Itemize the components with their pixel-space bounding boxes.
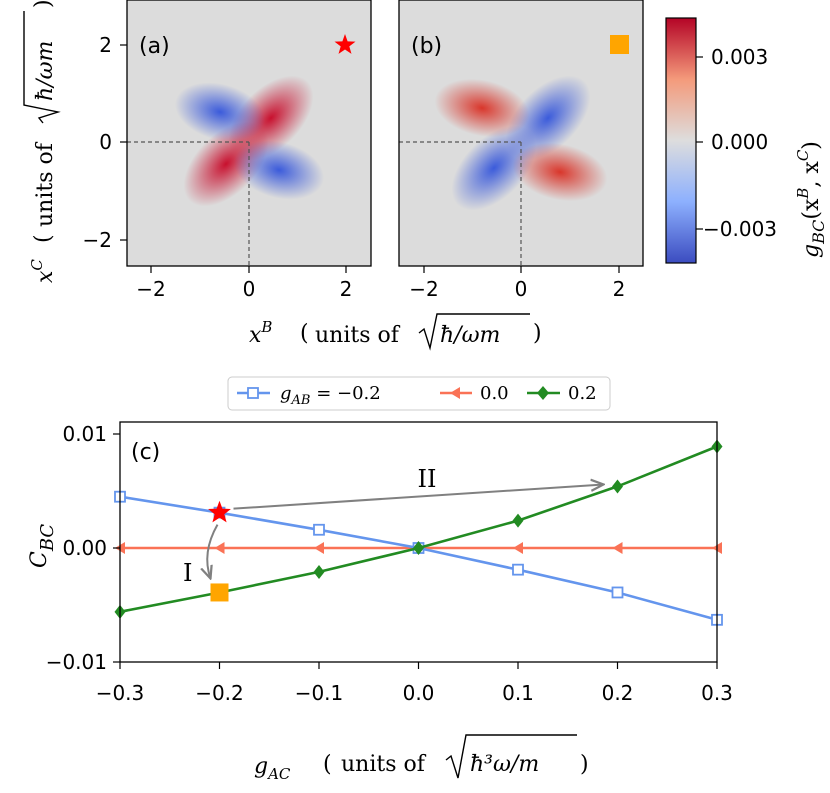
svg-text:gAC: gAC <box>254 754 291 783</box>
colorbar-tick-pos: 0.003 <box>711 45 768 69</box>
svg-text:): ) <box>580 752 589 777</box>
series-2-point-2 <box>313 564 325 579</box>
heatmap-b-neg-lobe-lower <box>451 125 537 211</box>
x-tick-a-neg2: −2 <box>136 277 165 301</box>
svg-text:xB: xB <box>249 318 272 348</box>
annotation-II: II <box>418 465 437 493</box>
heatmap-panel-a: (a) <box>126 0 372 267</box>
svg-text:gAB = −0.2: gAB = −0.2 <box>280 383 381 408</box>
x-tick-c-0: −0.3 <box>96 681 145 705</box>
panel-c-x-axis-label: gAC ( units of ħ³ω/m ) <box>254 734 589 783</box>
svg-text:units of: units of <box>341 752 427 777</box>
heatmap-a-pos-lobe-lower <box>183 121 269 207</box>
y-tick-c-0: 0.01 <box>62 422 107 446</box>
heatmap-b-pos-lobe-upper <box>434 78 530 138</box>
heatmap-a-neg-lobe-upper <box>174 82 266 142</box>
y-tick-top-neg2: −2 <box>83 228 112 252</box>
x-tick-c-5: 0.2 <box>602 681 634 705</box>
heatmap-a-blobs <box>174 75 325 207</box>
colorbar-label: gBC(xB, xC) <box>794 141 828 258</box>
arrow-I <box>207 524 219 579</box>
svg-text:(: ( <box>31 234 56 243</box>
heatmap-b-pos-lobe-lower <box>512 142 608 202</box>
svg-text:ħ/ωm: ħ/ωm <box>440 323 500 348</box>
svg-text:0.0: 0.0 <box>480 383 509 404</box>
top-x-axis-label: xB ( units of ħ/ωm ) <box>249 313 542 351</box>
series-1-point-2 <box>314 542 324 554</box>
series-1-point-4 <box>513 542 523 554</box>
svg-text:ħ³ω/m: ħ³ω/m <box>470 752 539 777</box>
legend: gAB = −0.2 0.0 0.2 <box>227 376 611 411</box>
x-tick-b-0: 0 <box>515 277 528 301</box>
svg-text:gBC(xB, xC): gBC(xB, xC) <box>794 141 828 258</box>
square-marker-b <box>610 35 629 54</box>
arrow-II <box>233 484 604 510</box>
x-tick-b-2: 2 <box>613 277 626 301</box>
x-tick-c-4: 0.1 <box>502 681 534 705</box>
x-tick-a-0: 0 <box>243 277 256 301</box>
series-1-point-5 <box>612 542 623 554</box>
svg-text:): ) <box>31 0 56 8</box>
panel-c-annotations: III <box>183 465 604 602</box>
x-tick-c-2: −0.1 <box>295 681 344 705</box>
svg-text:(: ( <box>300 321 309 346</box>
svg-text:ħ/ωm: ħ/ωm <box>33 41 58 101</box>
colorbar-tick-zero: 0.000 <box>711 130 768 154</box>
panel-b-label: (b) <box>411 34 442 59</box>
svg-text:): ) <box>533 321 542 346</box>
svg-text:(: ( <box>323 752 332 777</box>
panel-a-label: (a) <box>139 34 170 59</box>
series-2-point-3 <box>413 541 424 555</box>
line-chart-panel-c: III (c) −0.3 −0.2 −0.1 0.0 0.1 0.2 0.30.010.00… <box>46 421 733 705</box>
svg-text:0.2: 0.2 <box>568 383 597 404</box>
heatmap-a-neg-lobe-lower <box>233 140 325 200</box>
top-axes-ticks: 2 0 −2 −2 0 2 −2 0 2 <box>83 33 626 301</box>
legend-entry-neg: gAB = −0.2 <box>237 383 381 408</box>
panel-c-y-axis-label: CBC <box>27 524 58 568</box>
top-y-axis-label: xC ( units of ħ/ωm ) <box>23 0 61 283</box>
heatmap-panel-b: (b) <box>398 0 644 267</box>
x-tick-b-neg2: −2 <box>409 277 438 301</box>
highlight-square <box>210 583 229 602</box>
annotation-I: I <box>183 559 192 587</box>
series-2-point-4 <box>512 513 524 528</box>
panel-c-ticks: −0.3 −0.2 −0.1 0.0 0.1 0.2 0.3 0.01 0.00 −0.01 <box>46 422 733 705</box>
series-1-point-1 <box>214 542 225 554</box>
colorbar-tick-neg: −0.003 <box>703 217 777 241</box>
svg-text:CBC: CBC <box>27 524 58 568</box>
svg-text:units of: units of <box>315 323 401 348</box>
y-tick-top-2: 2 <box>99 33 112 57</box>
x-tick-c-1: −0.2 <box>195 681 244 705</box>
legend-entry-zero: 0.0 <box>440 383 509 404</box>
x-tick-a-2: 2 <box>340 277 353 301</box>
series-0-point-2 <box>313 523 325 536</box>
series-0-point-4 <box>512 563 524 576</box>
colorbar: 0.003 0.000 −0.003 <box>665 17 777 264</box>
panel-c-label: (c) <box>131 440 160 465</box>
heatmap-b-blobs <box>434 75 608 211</box>
star-marker-a <box>334 34 356 54</box>
x-tick-c-6: 0.3 <box>701 681 733 705</box>
series-0-point-5 <box>611 586 624 599</box>
y-tick-c-2: −0.01 <box>46 650 107 674</box>
highlight-star <box>208 500 231 523</box>
series-2-point-5 <box>612 479 623 494</box>
x-tick-c-3: 0.0 <box>403 681 435 705</box>
y-tick-top-0: 0 <box>99 130 112 154</box>
svg-text:units of: units of <box>33 141 58 227</box>
svg-text:xC: xC <box>28 259 58 283</box>
y-tick-c-1: 0.00 <box>62 536 107 560</box>
legend-entry-pos: 0.2 <box>527 383 597 404</box>
